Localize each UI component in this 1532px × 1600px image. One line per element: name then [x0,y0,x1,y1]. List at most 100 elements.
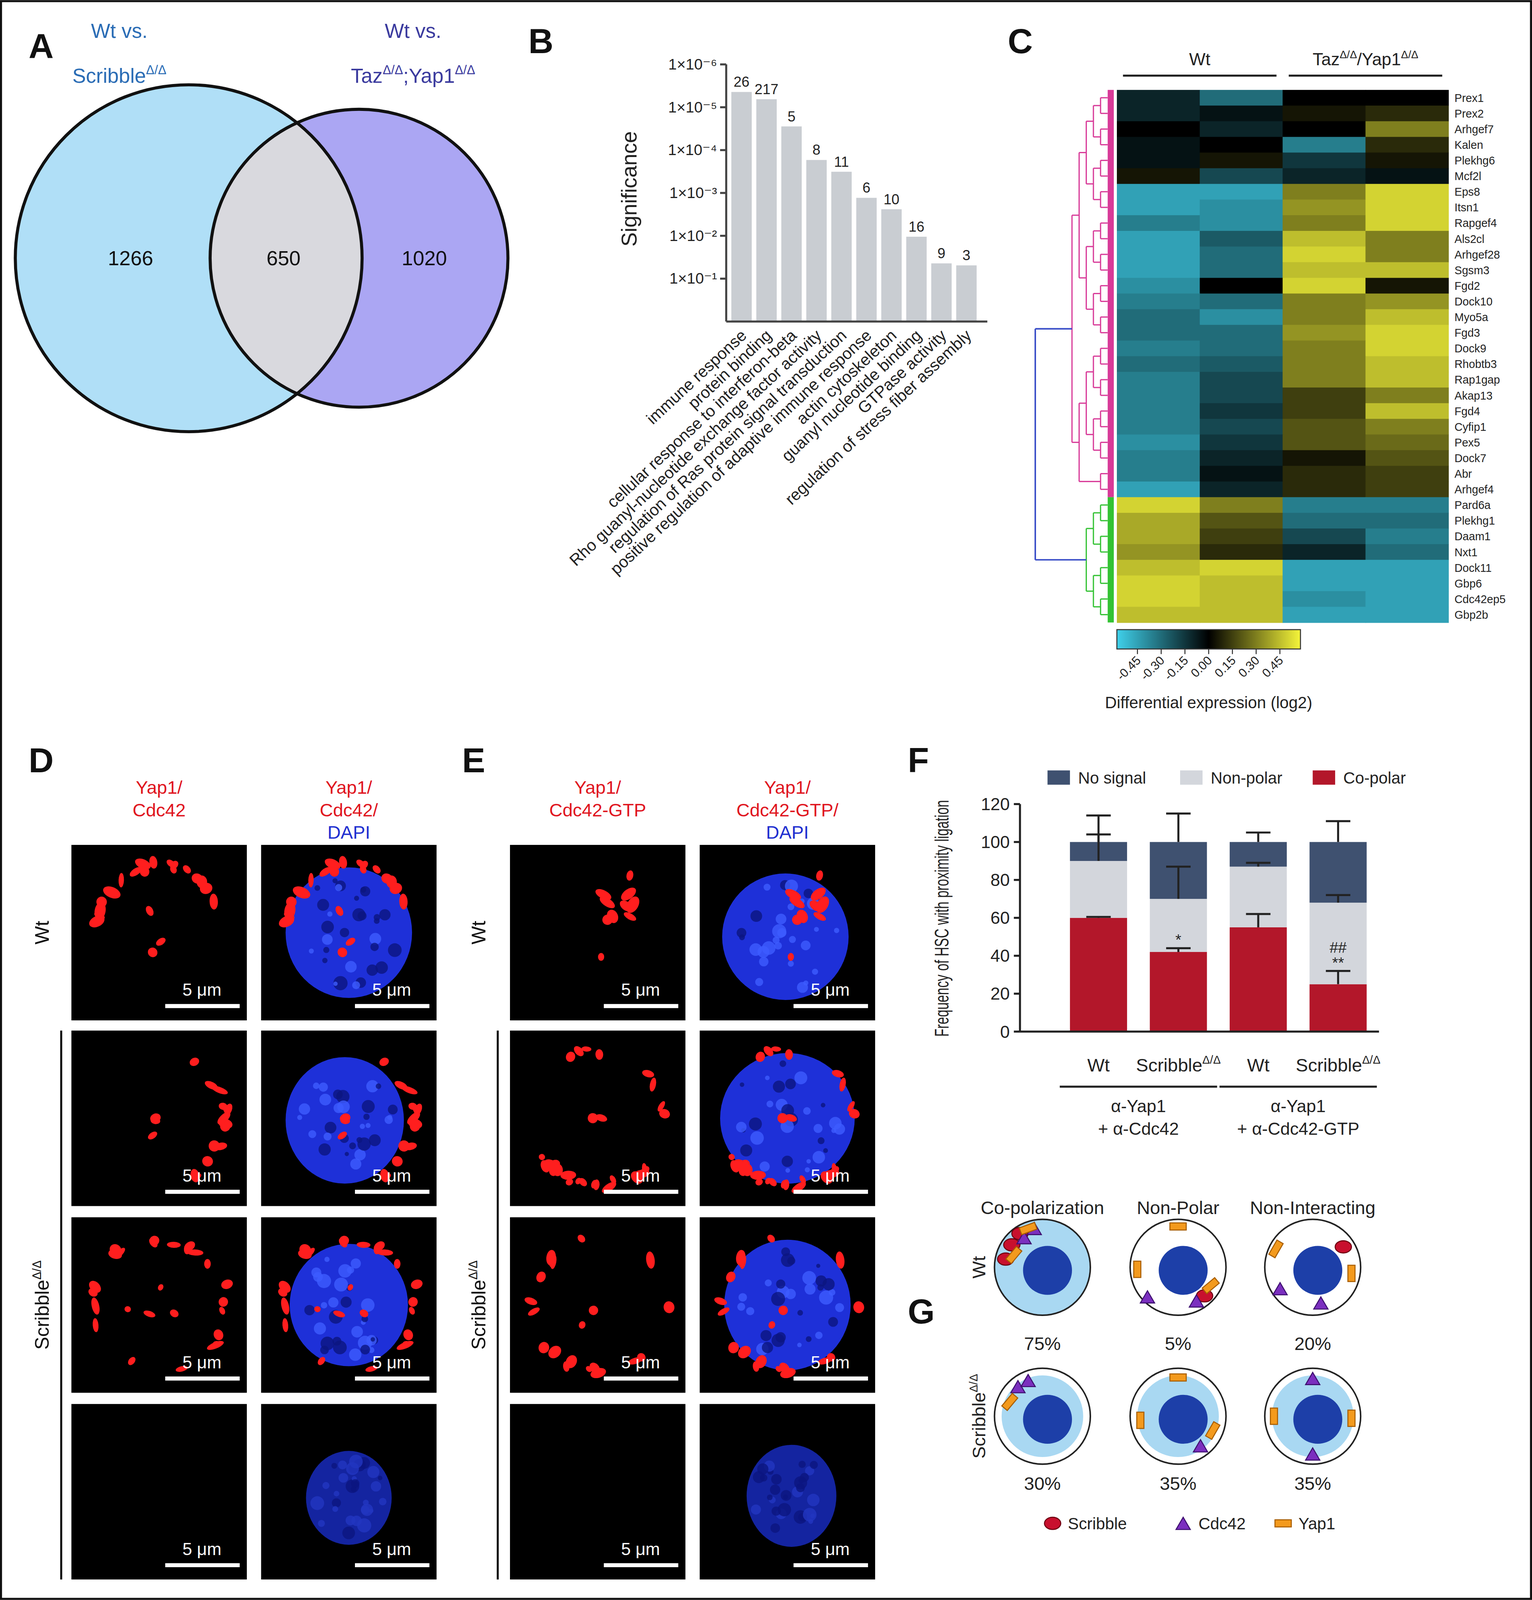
count-label: 5 [787,108,796,125]
nucleus-texture [803,1106,811,1115]
micrograph [261,844,437,1021]
bar-segment [1229,841,1287,867]
error-stem [1097,815,1100,842]
text-part: Prex2 [1454,107,1484,120]
signal-spot [782,1178,791,1191]
signal-spot [281,1317,289,1333]
nucleus-texture [370,1336,375,1342]
text-part: 5 μm [182,1539,222,1559]
cell [1199,121,1283,138]
micrograph-content [593,869,643,961]
bar [756,99,777,322]
signal-spot [370,863,383,875]
nucleus-texture [314,884,321,891]
text-part: Cdc42-GTP/ [736,799,839,821]
signal-spot [196,875,208,889]
error-bar [1166,866,1191,899]
scale-bar [793,1376,869,1381]
nucleus-texture [764,1278,772,1286]
signal-spot [581,1045,592,1052]
nucleus-texture [327,911,333,917]
legend-label: Non-polar [1210,768,1283,787]
axis-title: Frequency of HSC with proximity ligation [930,799,953,1037]
cell-diagram [1264,1367,1361,1465]
tick-label: 60 [990,907,1010,928]
cell [1116,403,1201,420]
column-header: Yap1/ [135,776,183,798]
nucleus-texture [788,935,796,943]
row-label: Prex2 [1454,107,1484,120]
row-label: Rapgef4 [1454,216,1497,230]
cell [1199,543,1283,561]
signal-spot [648,1076,658,1092]
text-part: Wt [31,920,54,945]
column-header: Non-Polar [1136,1196,1220,1218]
nucleus-texture [749,1117,762,1131]
text-part: Rapgef4 [1454,216,1497,230]
text-part: Pex5 [1454,436,1480,449]
nucleus-texture [759,1473,768,1482]
row-group-line [60,1030,63,1579]
cell [1365,371,1449,388]
signal-spot [144,904,156,917]
panel-label: G [907,1291,935,1331]
axis-title: Significance [617,131,642,247]
group-label: + α-Cdc42-GTP [1237,1118,1360,1138]
text-part: Scribble [1295,1054,1363,1076]
nucleus-texture [360,886,371,897]
signal-spot [338,1111,352,1124]
signal-spot [313,1305,322,1313]
yap1-icon [1275,1519,1292,1527]
nucleus-texture [759,956,769,967]
row-label: Dock10 [1454,295,1493,308]
cell [1282,309,1366,326]
signal-spot [403,1141,418,1151]
text-part: 5 μm [810,1352,850,1372]
cell [1116,246,1201,263]
error-stem [1177,866,1180,899]
cell [1199,387,1283,404]
tick [720,234,727,237]
text-part: Taz [351,64,383,88]
cell-diagram [1264,1218,1361,1315]
nucleus-texture [775,1278,785,1288]
bar [956,265,977,322]
cell [1365,465,1449,482]
row-label: Pex5 [1454,436,1480,449]
column-header: DAPI [765,821,809,843]
cell [1199,340,1283,357]
cell-cytoplasm [1271,1375,1354,1457]
cell [1282,183,1366,200]
signal-spot [213,1141,228,1151]
nucleus-texture [797,1309,803,1316]
group-line [1123,74,1277,77]
scribble-icon [1044,1516,1062,1529]
cell-diagram [994,1367,1091,1465]
signal-spot [716,1305,731,1318]
panel-label: F [907,740,930,780]
text-part: Cdc42-GTP [549,799,646,821]
dendro-line [1093,355,1101,357]
dendro-line [1093,324,1101,326]
signal-spot [754,1050,767,1063]
signal-spot [752,1360,760,1372]
tick [1013,992,1021,995]
nucleus-texture [334,1277,349,1292]
row-label: Gbp2b [1454,608,1488,621]
text-part: Significance [617,131,642,247]
signal-spot [148,1234,161,1247]
nucleus-texture [818,1290,833,1305]
nucleus-texture [377,1475,383,1481]
signal-spot [763,1176,773,1186]
text-part: 5 μm [620,1165,660,1185]
text-part: Nxt1 [1454,545,1478,559]
cell [1199,183,1283,200]
cell [1116,230,1201,247]
scale-bar-label: 5 μm [810,1539,850,1559]
row-label: Rhobtb3 [1454,357,1497,371]
cell [1282,121,1366,138]
cell [1199,606,1283,623]
error-bar [1246,832,1271,842]
micrograph-content [746,1444,837,1547]
cell [1365,262,1449,279]
